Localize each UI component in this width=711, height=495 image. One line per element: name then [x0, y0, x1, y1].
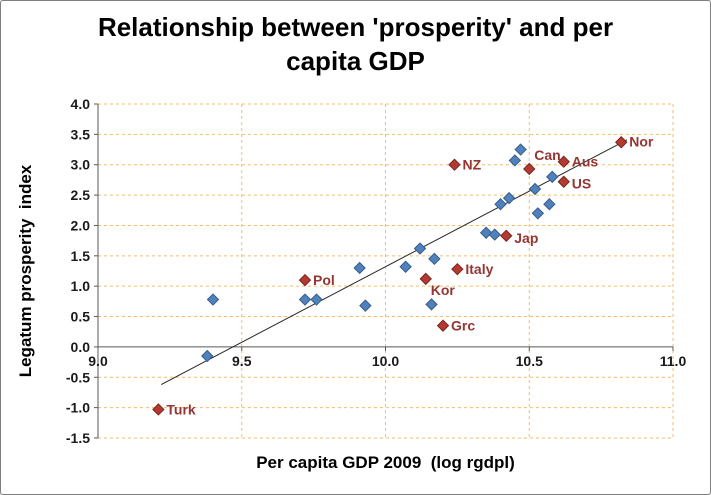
data-point-unlabeled-countries: [546, 170, 559, 184]
point-label: Kor: [431, 282, 456, 298]
x-tick-label: 11.0: [660, 353, 687, 369]
y-tick-label: 2.0: [71, 217, 91, 233]
point-label: Italy: [465, 261, 493, 277]
data-point-unlabeled-countries: [494, 197, 507, 211]
y-tick-label: 0.0: [71, 339, 91, 355]
y-tick-label: 4.0: [71, 96, 91, 112]
trendline: [161, 139, 628, 386]
data-point-labeled-countries: [298, 273, 312, 287]
x-axis-title: Per capita GDP 2009 (log rgdpl): [256, 453, 515, 472]
data-point-unlabeled-countries: [201, 349, 214, 363]
data-point-labeled-countries: [557, 175, 570, 188]
data-point-unlabeled-countries: [479, 226, 493, 239]
y-tick-label: 1.5: [71, 248, 91, 264]
data-point-unlabeled-countries: [488, 228, 501, 241]
data-point-labeled-countries: [615, 136, 628, 149]
data-point-labeled-countries: [419, 272, 432, 286]
data-point-labeled-countries: [523, 162, 536, 176]
data-point-unlabeled-countries: [359, 299, 372, 312]
data-point-unlabeled-countries: [531, 207, 545, 220]
x-tick-label: 10.0: [372, 353, 399, 369]
data-point-unlabeled-countries: [425, 298, 438, 311]
chart-title: Relationship between 'prosperity' and pe…: [97, 12, 614, 76]
data-point-unlabeled-countries: [206, 293, 220, 306]
y-tick-label: 2.5: [71, 187, 91, 203]
y-tick-label: -1.0: [66, 400, 90, 416]
y-tick-label: 3.5: [71, 126, 91, 142]
data-point-labeled-countries: [500, 229, 513, 242]
data-point-unlabeled-countries: [508, 154, 522, 167]
point-label: Jap: [514, 230, 538, 246]
data-point-unlabeled-countries: [502, 191, 516, 205]
data-point-labeled-countries: [436, 319, 450, 332]
y-tick-label: -1.5: [66, 430, 90, 446]
y-tick-label: 1.0: [71, 278, 91, 294]
data-point-unlabeled-countries: [514, 143, 527, 156]
point-label: Grc: [451, 318, 475, 334]
data-point-unlabeled-countries: [413, 242, 427, 255]
data-point-unlabeled-countries: [298, 293, 312, 306]
x-tick-label: 9.0: [88, 353, 108, 369]
point-label: NZ: [463, 157, 482, 173]
data-point-unlabeled-countries: [528, 182, 542, 196]
y-tick-label: 3.0: [71, 157, 91, 173]
data-point-labeled-countries: [448, 158, 461, 171]
x-tick-label: 10.5: [516, 353, 543, 369]
point-label: US: [572, 176, 591, 192]
data-point-unlabeled-countries: [399, 260, 412, 273]
data-point-unlabeled-countries: [310, 293, 323, 306]
y-axis-title: Legatum prosperity index: [16, 164, 35, 378]
point-label: Turk: [166, 401, 196, 417]
data-point-labeled-countries: [451, 262, 464, 276]
data-point-labeled-countries: [152, 403, 165, 416]
point-label: Nor: [629, 133, 654, 149]
x-tick-label: 9.5: [232, 353, 252, 369]
point-label: Can: [534, 147, 560, 163]
y-tick-label: -0.5: [66, 369, 90, 385]
data-point-unlabeled-countries: [543, 197, 556, 211]
data-point-unlabeled-countries: [428, 252, 441, 266]
point-label: Pol: [313, 272, 335, 288]
point-label: Aus: [572, 154, 599, 170]
data-point-labeled-countries: [557, 155, 570, 168]
y-tick-label: 0.5: [71, 309, 91, 325]
data-point-unlabeled-countries: [353, 261, 366, 275]
